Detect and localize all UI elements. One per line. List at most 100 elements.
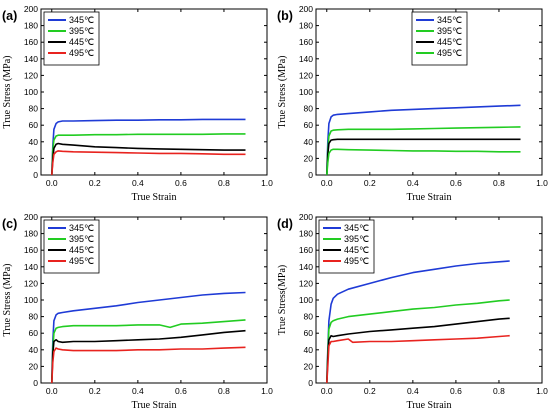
y-tick-label: 180	[24, 229, 38, 239]
x-tick-label: 0.4	[132, 386, 144, 396]
legend-label: 445℃	[437, 37, 462, 47]
series-line-2	[326, 138, 521, 175]
y-tick-label: 160	[299, 245, 313, 255]
x-tick-label: 0.2	[89, 178, 101, 188]
y-tick-label: 160	[299, 37, 313, 47]
y-tick-label: 200	[24, 4, 38, 14]
y-axis-title: True Stress(MPa)	[277, 265, 288, 335]
x-tick-label: 0.8	[493, 386, 505, 396]
x-tick-label: 0.2	[89, 386, 101, 396]
series-line-2	[51, 142, 246, 175]
legend-label: 445℃	[69, 37, 94, 47]
x-tick-label: 0.6	[450, 178, 462, 188]
y-tick-label: 100	[24, 87, 38, 97]
x-axis-title: True Strain	[132, 192, 177, 203]
y-tick-label: 80	[29, 312, 39, 322]
y-tick-label: 100	[299, 295, 313, 305]
y-axis-title: True Stress (MPa)	[2, 56, 13, 129]
x-axis-title: True Strain	[407, 400, 452, 411]
y-tick-label: 120	[24, 278, 38, 288]
legend-label: 445℃	[344, 245, 369, 255]
x-tick-label: 1.0	[261, 386, 273, 396]
y-tick-label: 60	[304, 328, 314, 338]
y-tick-label: 60	[29, 328, 39, 338]
y-tick-label: 20	[304, 153, 314, 163]
chart-panel-a: 0 20 40 60 80 100 120 140 160 180 200 0.0 0.2 0.4 0.6 0…	[2, 4, 273, 203]
chart-panel-b: 0 20 40 60 80 100 120 140 160 180 200 0.0 0.2 0.4 0.6 0…	[277, 4, 548, 203]
x-tick-label: 1.0	[261, 178, 273, 188]
y-tick-label: 180	[24, 21, 38, 31]
series-line-3	[51, 150, 246, 175]
series-line-1	[51, 319, 246, 383]
legend-label: 395℃	[344, 234, 369, 244]
panel-label: (d)	[277, 217, 293, 231]
series-line-3	[51, 346, 246, 383]
legend-label: 395℃	[437, 26, 462, 36]
y-tick-label: 120	[299, 278, 313, 288]
series-line-1	[326, 126, 521, 175]
y-tick-label: 20	[29, 361, 39, 371]
series-line-0	[326, 104, 521, 175]
y-tick-label: 140	[299, 262, 313, 272]
y-tick-label: 200	[299, 4, 313, 14]
series-line-0	[51, 291, 246, 383]
chart-panel-d: 0 20 40 60 80 100 120 140 160 180 200 0.0 0.2 0.4 0.6 0…	[277, 212, 548, 411]
y-tick-label: 140	[24, 54, 38, 64]
x-tick-label: 0.0	[321, 178, 333, 188]
y-tick-label: 100	[24, 295, 38, 305]
legend-label: 495℃	[344, 256, 369, 266]
legend-label: 495℃	[69, 256, 94, 266]
y-tick-label: 200	[24, 212, 38, 222]
y-tick-label: 0	[33, 378, 38, 388]
y-tick-label: 120	[299, 70, 313, 80]
y-tick-label: 40	[304, 345, 314, 355]
y-tick-label: 0	[308, 378, 313, 388]
y-tick-label: 160	[24, 245, 38, 255]
y-tick-label: 120	[24, 70, 38, 80]
x-axis-title: True Strain	[132, 400, 177, 411]
x-tick-label: 1.0	[536, 178, 548, 188]
series-line-2	[51, 329, 246, 383]
x-tick-label: 0.0	[46, 178, 58, 188]
x-tick-label: 0.0	[321, 386, 333, 396]
legend-label: 445℃	[69, 245, 94, 255]
y-tick-label: 180	[299, 229, 313, 239]
series-line-1	[51, 133, 246, 175]
y-tick-label: 140	[299, 54, 313, 64]
y-axis-title: True Stress (MPa)	[2, 264, 13, 337]
y-tick-label: 0	[308, 170, 313, 180]
y-tick-label: 180	[299, 21, 313, 31]
series-line-0	[51, 118, 246, 175]
series-line-3	[326, 334, 510, 383]
x-tick-label: 0.8	[218, 386, 230, 396]
series-line-3	[326, 148, 521, 175]
y-tick-label: 160	[24, 37, 38, 47]
y-tick-label: 60	[304, 120, 314, 130]
x-tick-label: 0.4	[132, 178, 144, 188]
x-tick-label: 0.6	[450, 386, 462, 396]
legend-label: 345℃	[437, 15, 462, 25]
x-tick-label: 0.6	[175, 386, 187, 396]
y-tick-label: 40	[29, 345, 39, 355]
x-tick-label: 1.0	[536, 386, 548, 396]
y-tick-label: 60	[29, 120, 39, 130]
y-tick-label: 80	[29, 104, 39, 114]
x-tick-label: 0.6	[175, 178, 187, 188]
legend-label: 395℃	[69, 234, 94, 244]
series-line-2	[326, 317, 510, 383]
x-tick-label: 0.0	[46, 386, 58, 396]
legend-label: 395℃	[69, 26, 94, 36]
x-tick-label: 0.2	[364, 178, 376, 188]
x-tick-label: 0.4	[407, 178, 419, 188]
x-tick-label: 0.4	[407, 386, 419, 396]
legend-label: 345℃	[69, 15, 94, 25]
y-axis-title: True Stress (MPa)	[277, 56, 288, 129]
x-tick-label: 0.8	[493, 178, 505, 188]
y-tick-label: 20	[304, 361, 314, 371]
y-tick-label: 80	[304, 312, 314, 322]
x-tick-label: 0.2	[364, 386, 376, 396]
panel-label: (b)	[277, 9, 293, 23]
y-tick-label: 140	[24, 262, 38, 272]
y-tick-label: 200	[299, 212, 313, 222]
